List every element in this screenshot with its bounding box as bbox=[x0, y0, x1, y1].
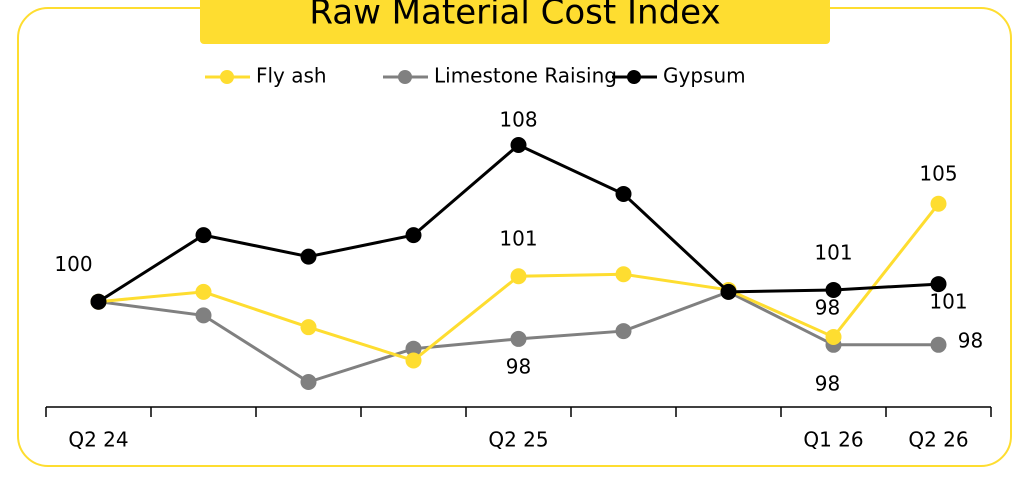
data-point bbox=[825, 328, 842, 345]
data-point bbox=[720, 283, 737, 300]
data-point bbox=[930, 276, 947, 293]
data-point bbox=[930, 336, 947, 353]
data-point bbox=[510, 330, 527, 347]
data-label: 98 bbox=[815, 371, 840, 395]
data-point bbox=[930, 195, 947, 212]
x-tick-label: Q1 26 bbox=[803, 428, 863, 452]
data-point bbox=[615, 266, 632, 283]
data-point bbox=[825, 281, 842, 298]
legend-marker bbox=[220, 70, 234, 84]
legend-label: Limestone Raising bbox=[434, 64, 617, 88]
data-point bbox=[300, 248, 317, 265]
legend-label: Gypsum bbox=[663, 64, 746, 88]
legend-label: Fly ash bbox=[256, 64, 327, 88]
data-point bbox=[300, 374, 317, 390]
data-point bbox=[195, 283, 212, 300]
data-point bbox=[405, 340, 422, 357]
data-label: 101 bbox=[929, 290, 967, 314]
data-label: 98 bbox=[958, 328, 983, 352]
legend-marker bbox=[627, 70, 641, 84]
data-label: 100 bbox=[54, 252, 92, 276]
x-tick-label: Q2 24 bbox=[68, 428, 128, 452]
data-label: 105 bbox=[919, 161, 957, 185]
x-tick-label: Q2 25 bbox=[488, 428, 548, 452]
data-label: 101 bbox=[499, 227, 537, 251]
data-point bbox=[300, 319, 317, 336]
chart-title: Raw Material Cost Index bbox=[309, 0, 720, 33]
data-point bbox=[195, 307, 212, 324]
data-point bbox=[615, 185, 632, 202]
data-point bbox=[405, 352, 422, 369]
x-tick-label: Q2 26 bbox=[908, 428, 968, 452]
data-label: 98 bbox=[506, 354, 531, 378]
data-point bbox=[195, 227, 212, 244]
data-label: 108 bbox=[499, 108, 537, 132]
data-point bbox=[615, 323, 632, 340]
title-box bbox=[200, 0, 830, 44]
data-point bbox=[510, 268, 527, 285]
data-label: 101 bbox=[814, 240, 852, 264]
legend-marker bbox=[398, 70, 412, 84]
data-label: 98 bbox=[815, 295, 840, 319]
data-point bbox=[90, 293, 107, 310]
data-point bbox=[510, 137, 527, 153]
data-point bbox=[405, 227, 422, 244]
